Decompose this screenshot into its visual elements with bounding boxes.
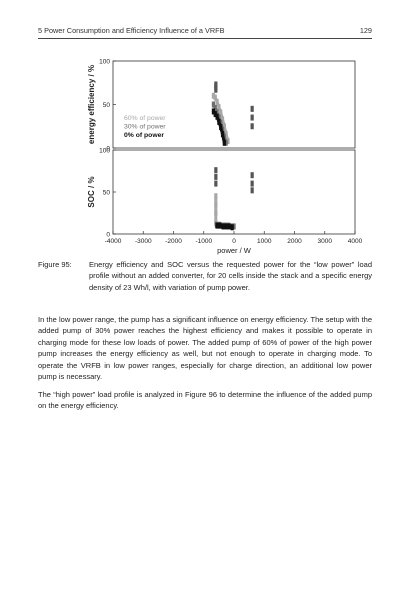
figure-label: Figure 95:: [38, 260, 72, 269]
data-point: [214, 173, 218, 180]
y-tick-label: 100: [99, 148, 110, 155]
data-point: [250, 114, 254, 121]
x-tick-label: -4000: [105, 238, 122, 245]
chapter-title: 5 Power Consumption and Efficiency Influ…: [38, 26, 225, 35]
data-point: [214, 81, 218, 88]
x-tick-label: -2000: [165, 238, 182, 245]
y-tick-label: 0: [106, 232, 110, 239]
x-tick-label: -1000: [195, 238, 212, 245]
y-axis-label: SOC / %: [87, 176, 96, 207]
series-line: [211, 94, 230, 143]
chart-marks: [211, 81, 254, 231]
x-tick-label: -3000: [135, 238, 152, 245]
data-point: [250, 105, 254, 112]
data-point: [214, 180, 218, 187]
x-tick-label: 0: [232, 238, 236, 245]
y-tick-label: 0: [106, 146, 110, 153]
data-point: [250, 187, 254, 194]
data-point: [214, 167, 218, 174]
x-tick-label: 3000: [318, 238, 333, 245]
legend-entry: 60% of power: [124, 115, 166, 122]
x-tick-label: 4000: [348, 238, 363, 245]
data-point: [250, 180, 254, 187]
y-tick-label: 100: [99, 59, 110, 66]
figure-caption-text: Energy efficiency and SOC versus the req…: [89, 260, 372, 292]
body-paragraph: The “high power” load profile is analyze…: [38, 390, 372, 411]
plot-frame: [112, 149, 356, 235]
y-axis-label: energy efficiency / %: [87, 65, 96, 144]
series-line: [215, 224, 234, 229]
page-header: 5 Power Consumption and Efficiency Influ…: [38, 26, 372, 39]
series-line: [211, 110, 226, 145]
x-tick-label: 2000: [287, 238, 302, 245]
data-point: [250, 172, 254, 179]
figure-caption: Figure 95: Energy efficiency and SOC ver…: [38, 259, 372, 293]
page-number: 129: [359, 26, 372, 35]
data-point: [250, 123, 254, 130]
body-paragraph: In the low power range, the pump has a s…: [38, 315, 372, 382]
x-tick-label: 1000: [257, 238, 272, 245]
x-axis-label: power / W: [217, 246, 252, 255]
y-tick-label: 50: [103, 102, 111, 109]
legend-entry: 0% of power: [124, 132, 164, 139]
y-tick-label: 50: [103, 190, 111, 197]
legend-entry: 30% of power: [124, 124, 166, 131]
